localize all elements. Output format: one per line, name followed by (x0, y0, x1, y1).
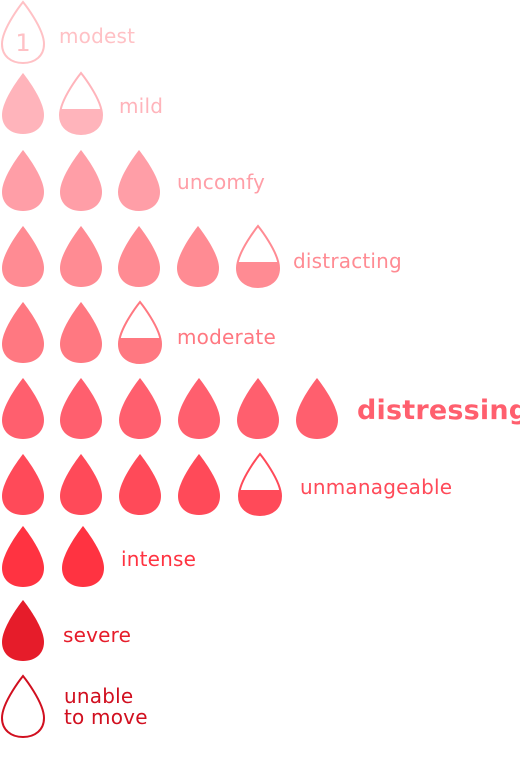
drop-icon (58, 71, 104, 135)
level-row-unable-to-move: unable to move (0, 674, 520, 762)
drop-icon (0, 598, 46, 662)
drop-icon (235, 224, 281, 288)
level-label-intense: intense (121, 547, 197, 571)
drop-icon (294, 376, 340, 440)
drop-icon (0, 452, 46, 516)
level-row-unmanageable: unmanageable (0, 452, 520, 522)
level-row-uncomfy: uncomfy (0, 148, 520, 218)
drop-icon (0, 224, 46, 288)
level-row-modest: 1 modest (0, 0, 520, 70)
half-drop-icon (237, 452, 283, 516)
level-label-unmanageable: unmanageable (300, 475, 453, 499)
level-row-distressing: distressing (0, 376, 520, 446)
drop-shape (0, 0, 46, 64)
drop-icon (116, 148, 162, 212)
drop-icon (58, 224, 104, 288)
level-row-intense: intense (0, 524, 520, 594)
half-drop-icon (117, 300, 163, 364)
level-label-severe: severe (63, 623, 132, 647)
drop-number: 1 (15, 29, 30, 57)
drop-icon (60, 524, 106, 588)
level-label-moderate: moderate (177, 325, 276, 349)
level-label-mild: mild (119, 94, 164, 118)
level-label-distressing: distressing (357, 395, 520, 426)
half-drop-icon (58, 71, 104, 135)
drop-icon (237, 452, 283, 516)
drop-icon (235, 376, 281, 440)
drop-icon (0, 674, 46, 738)
drop-icon (176, 376, 222, 440)
full-drop-icon (2, 73, 44, 134)
drop-icon (0, 524, 46, 588)
level-row-distracting: distracting (0, 224, 520, 294)
level-label-modest: modest (59, 24, 136, 48)
drop-icon (116, 224, 162, 288)
drop-icon (0, 376, 46, 440)
level-row-severe: severe (0, 598, 520, 668)
drop-icon (117, 452, 163, 516)
drop-icon (0, 148, 46, 212)
level-label-distracting: distracting (293, 249, 402, 273)
drop-icon: 1 (0, 0, 46, 64)
level-label-uncomfy: uncomfy (177, 170, 265, 194)
drop-icon (0, 300, 46, 364)
drop-icon (58, 452, 104, 516)
drop-icon (58, 376, 104, 440)
level-row-mild: mild (0, 71, 520, 141)
drop-icon (0, 71, 46, 135)
drop-icon (117, 376, 163, 440)
level-label-unable-to-move: unable to move (64, 684, 148, 729)
outline-drop-icon (0, 674, 46, 738)
half-drop-icon (235, 224, 281, 288)
drop-icon (58, 148, 104, 212)
drop-icon (58, 300, 104, 364)
drop-icon (176, 452, 222, 516)
numbered-drop-icon: 1 (0, 0, 46, 64)
drop-icon (175, 224, 221, 288)
drop-icon (117, 300, 163, 364)
level-row-moderate: moderate (0, 300, 520, 370)
